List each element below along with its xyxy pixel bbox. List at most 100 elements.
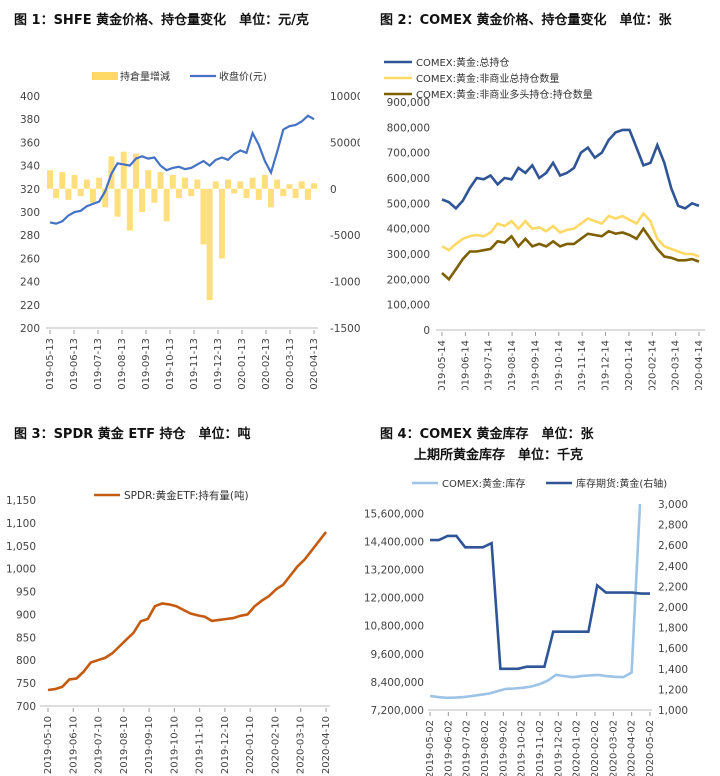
- fig4-xtick-label: 2019-11-02: [535, 720, 546, 776]
- fig1-yleft-label: 240: [20, 277, 40, 289]
- fig1-legend-price-label: 收盘价(元): [219, 70, 267, 83]
- fig1-oi-bar: [59, 172, 66, 189]
- fig1-xtick-label: 2019-12-13: [213, 338, 224, 390]
- fig1-oi-bar: [225, 179, 232, 189]
- fig4-yright-label: 1,000: [658, 705, 688, 717]
- fig1-yleft-label: 320: [20, 184, 40, 196]
- fig1-oi-bar: [157, 172, 164, 189]
- fig1-yleft-label: 360: [20, 137, 40, 149]
- fig1-oi-bar: [292, 188, 299, 199]
- fig2-ytick-label: 700,000: [387, 148, 430, 160]
- fig3-xtick-label: 2019-07-10: [94, 716, 105, 774]
- fig1-yleft-label: 380: [20, 114, 40, 126]
- fig1-oi-bar: [261, 174, 268, 189]
- fig1-oi-bar: [102, 188, 109, 208]
- fig4-yleft-label: 14,400,000: [364, 536, 424, 548]
- fig4-shfe-line: [430, 534, 650, 671]
- fig1-legend-oi-swatch: [92, 72, 118, 80]
- fig3-xtick-label: 2020-03-10: [296, 716, 307, 774]
- fig4-yright-label: 2,000: [658, 602, 688, 614]
- fig3-ytick-label: 850: [16, 632, 36, 644]
- fig4-yleft-label: 13,200,000: [364, 565, 424, 577]
- fig1-oi-bar: [200, 188, 207, 245]
- fig2-xtick-label: 2020-01-14: [624, 340, 635, 390]
- fig1-oi-bar: [188, 188, 195, 197]
- fig3-xtick-label: 2020-02-10: [270, 716, 281, 774]
- fig1-chart: 200 220 240 260 280 300 320 340 360 380 400 -150000…: [20, 70, 360, 390]
- fig1-oi-bar: [151, 188, 158, 203]
- fig1-xtick-label: 2019-06-13: [69, 338, 80, 390]
- fig2-series-line: [441, 226, 700, 282]
- fig2-xtick-label: 2019-09-14: [530, 340, 541, 390]
- fig4-xtick-label: 2020-05-02: [645, 720, 656, 776]
- fig3-ytick-label: 700: [16, 701, 36, 713]
- fig1-yleft-label: 280: [20, 230, 40, 242]
- fig2-xtick-label: 2019-11-14: [577, 340, 588, 390]
- fig1-yleft-label: 300: [20, 207, 40, 219]
- fig1-xtick-label: 2020-03-13: [285, 338, 296, 390]
- fig4-xtick-label: 2020-03-02: [608, 720, 619, 776]
- fig3-xtick-label: 2019-09-10: [144, 716, 155, 774]
- fig1-oi-bar: [126, 188, 133, 231]
- fig1-yright-label: -150000: [330, 323, 360, 335]
- fig1-yright-label: -100000: [330, 277, 360, 289]
- fig2-xtick-label: 2019-10-14: [554, 340, 565, 390]
- fig4-caption-b: 上期所黄金库存 单位：千克: [414, 448, 584, 463]
- fig4-yright-label: 2,800: [658, 520, 688, 532]
- fig2-legend-label: COMEX:黄金:非商业总持仓数量: [416, 72, 559, 85]
- fig1-oi-bar: [274, 179, 281, 189]
- fig1-oi-bar: [268, 188, 275, 208]
- fig1-yleft-label: 260: [20, 253, 40, 265]
- fig3-xtick-label: 2020-04-10: [321, 716, 332, 774]
- fig3-xtick-label: 2020-01-10: [245, 716, 256, 774]
- fig1-oi-bar: [53, 188, 60, 199]
- fig2-ytick-label: 200,000: [387, 274, 430, 286]
- fig2-chart: 0 100,000 200,000 300,000 400,000 500,000 600,…: [384, 56, 705, 390]
- fig3-xtick-label: 2019-06-10: [68, 716, 79, 774]
- fig3-spdr-line: [47, 531, 328, 692]
- fig1-xtick-label: 2019-11-13: [189, 338, 200, 390]
- fig4-yright-label: 2,200: [658, 581, 688, 593]
- fig4-xtick-label: 2019-07-02: [462, 720, 473, 776]
- fig1-oi-bar: [89, 188, 96, 203]
- fig1-oi-bar: [237, 181, 244, 189]
- fig4-caption-a: 图 4：COMEX 黄金库存 单位：张: [380, 427, 594, 442]
- fig1-oi-bar: [243, 188, 250, 199]
- fig4-yright-label: 1,200: [658, 684, 688, 696]
- fig4-yleft-label: 12,000,000: [364, 593, 424, 605]
- fig1-oi-bar: [280, 188, 287, 197]
- fig3-ytick-label: 750: [16, 678, 36, 690]
- fig1-oi-bar: [83, 179, 90, 189]
- fig1-xtick-label: 2019-05-13: [45, 338, 56, 390]
- fig1-xtick-label: 2019-09-13: [141, 338, 152, 390]
- fig4-xtick-label: 2019-08-02: [480, 720, 491, 776]
- fig4-legend-comex-label: COMEX:黄金:库存: [442, 477, 525, 490]
- fig3-xtick-label: 2019-08-10: [119, 716, 130, 774]
- fig4-yleft-label: 15,600,000: [364, 508, 424, 520]
- fig3-caption: 图 3：SPDR 黄金 ETF 持仓 单位：吨: [14, 427, 251, 442]
- fig2-ytick-label: 800,000: [387, 122, 430, 134]
- fig4-comex-line: [429, 503, 642, 700]
- fig2-ytick-label: 0: [423, 325, 430, 337]
- fig3-ytick-label: 1,000: [6, 564, 36, 576]
- fig1-yright-label: 0: [330, 184, 337, 196]
- fig1-oi-bar: [169, 174, 176, 189]
- fig1-oi-bar: [231, 188, 238, 194]
- fig4-xtick-label: 2019-10-02: [517, 720, 528, 776]
- fig1-xtick-label: 2020-01-13: [237, 338, 248, 390]
- fig4-yleft-label: 8,400,000: [371, 677, 424, 689]
- fig4-yright-label: 2,600: [658, 540, 688, 552]
- fig2-ytick-label: 100,000: [387, 300, 430, 312]
- fig2-ytick-label: 600,000: [387, 173, 430, 185]
- fig2-xtick-label: 2020-04-14: [694, 340, 705, 390]
- fig1-price-line: [49, 114, 315, 225]
- fig3-ytick-label: 1,150: [6, 495, 36, 507]
- fig4-yleft-label: 9,600,000: [371, 649, 424, 661]
- fig3-xtick-label: 2019-10-10: [169, 716, 180, 774]
- fig4-yright-label: 1,400: [658, 664, 688, 676]
- fig3-xtick-label: 2019-12-10: [220, 716, 231, 774]
- fig2-xtick-label: 2019-12-14: [601, 340, 612, 390]
- fig2-legend-label: COMEX:黄金:非商业多头持仓:持仓数量: [416, 88, 593, 101]
- fig1-oi-bar: [182, 177, 189, 189]
- fig1-oi-bar: [212, 181, 219, 189]
